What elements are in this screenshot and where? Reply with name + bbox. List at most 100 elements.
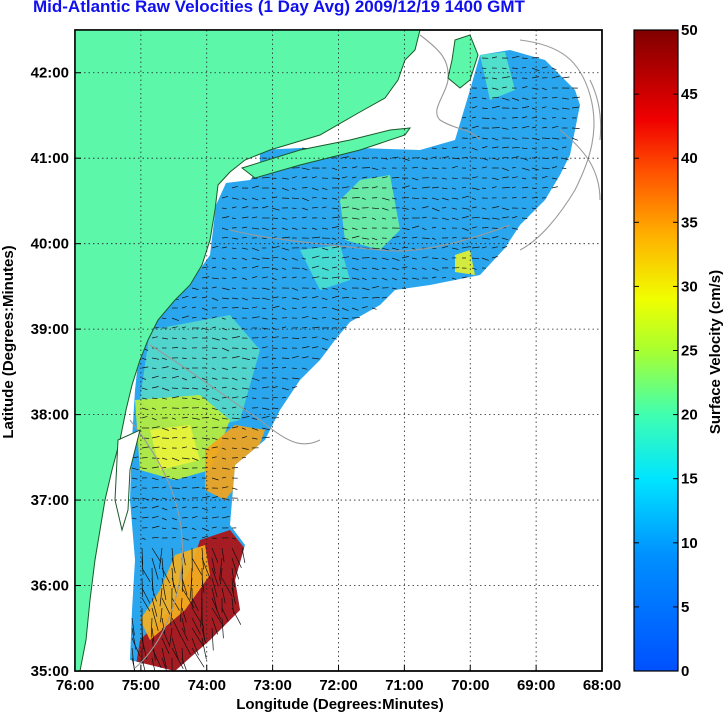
velocity-vector <box>411 267 417 270</box>
velocity-vector <box>431 226 437 229</box>
velocity-vector <box>441 156 449 159</box>
velocity-vector <box>181 627 189 641</box>
velocity-vector <box>471 136 480 139</box>
velocity-vector <box>361 197 366 200</box>
velocity-vector <box>241 307 249 310</box>
velocity-vector <box>151 426 160 429</box>
velocity-vector <box>341 287 347 290</box>
velocity-vector <box>311 276 320 279</box>
velocity-vector <box>211 397 220 401</box>
velocity-vector <box>351 307 359 311</box>
velocity-vector <box>481 217 490 220</box>
velocity-vector <box>391 277 398 281</box>
velocity-vector <box>151 417 157 421</box>
velocity-vector <box>151 547 162 563</box>
velocity-vector <box>171 367 179 371</box>
velocity-vector <box>211 506 216 509</box>
velocity-vector <box>251 306 258 309</box>
velocity-vector <box>251 427 259 431</box>
velocity-vector <box>141 446 150 449</box>
velocity-vector <box>261 436 270 439</box>
velocity-vector <box>261 266 270 269</box>
y-tick-label: 41:00 <box>31 150 69 167</box>
velocity-vector <box>171 396 179 399</box>
velocity-vector <box>351 166 358 169</box>
velocity-vector <box>531 67 540 72</box>
velocity-vector <box>281 326 287 329</box>
velocity-vector <box>251 387 257 390</box>
velocity-vector <box>331 276 340 279</box>
velocity-vector <box>221 236 229 239</box>
velocity-vector <box>271 245 280 249</box>
velocity-vector <box>211 577 218 598</box>
velocity-vector <box>371 167 379 171</box>
velocity-vector <box>331 317 339 321</box>
velocity-vector <box>551 186 558 189</box>
velocity-vector <box>231 487 238 490</box>
velocity-vector <box>311 357 320 360</box>
velocity-vector <box>421 267 427 270</box>
velocity-vector <box>181 476 188 479</box>
velocity-vector <box>131 497 140 500</box>
velocity-vector <box>381 296 388 299</box>
velocity-vector <box>461 227 469 231</box>
velocity-vector <box>221 306 228 309</box>
velocity-vector <box>231 377 238 381</box>
velocity-vector <box>401 287 407 290</box>
velocity-vector <box>381 207 389 211</box>
velocity-vector <box>251 377 260 382</box>
velocity-vector <box>301 336 307 339</box>
velocity-vector <box>151 367 157 370</box>
velocity-vector <box>481 117 490 119</box>
velocity-vector <box>351 235 360 239</box>
velocity-vector <box>231 547 242 568</box>
velocity-vector <box>521 66 527 69</box>
velocity-vector <box>251 367 258 370</box>
velocity-vector <box>261 327 269 330</box>
velocity-vector <box>291 367 297 370</box>
velocity-vector <box>301 207 308 211</box>
velocity-vector <box>481 107 488 109</box>
velocity-vector <box>211 456 217 459</box>
velocity-vector <box>481 67 487 70</box>
velocity-vector <box>201 327 210 331</box>
velocity-region-moderate <box>300 245 350 290</box>
velocity-vector <box>231 437 237 440</box>
velocity-vector <box>351 257 359 260</box>
velocity-vector <box>351 267 359 271</box>
velocity-vector <box>491 146 499 149</box>
velocity-vector <box>189 577 193 600</box>
velocity-vector <box>291 386 298 389</box>
velocity-vector <box>561 97 569 100</box>
velocity-vector <box>231 197 239 200</box>
velocity-vector <box>301 227 307 229</box>
velocity-vector <box>491 256 498 259</box>
velocity-vector <box>451 187 457 190</box>
velocity-vector <box>461 186 467 189</box>
velocity-vector <box>271 217 279 219</box>
velocity-vector <box>171 347 179 349</box>
velocity-vector <box>321 306 328 309</box>
velocity-vector <box>181 537 189 541</box>
velocity-vector <box>161 447 167 450</box>
velocity-vector <box>441 257 448 261</box>
velocity-vector <box>311 346 319 349</box>
velocity-vector <box>501 167 510 172</box>
velocity-vector <box>331 337 337 340</box>
velocity-vector <box>531 116 538 119</box>
velocity-vector <box>251 276 258 279</box>
velocity-vector <box>261 427 270 431</box>
velocity-vector <box>221 447 227 450</box>
velocity-vector <box>191 487 200 489</box>
velocity-vector <box>491 96 500 99</box>
velocity-vector <box>361 287 370 291</box>
velocity-vector <box>561 167 567 169</box>
velocity-vector <box>161 517 167 521</box>
velocity-vector <box>141 407 149 411</box>
velocity-vector <box>521 86 528 89</box>
velocity-vector <box>191 607 205 628</box>
velocity-vector <box>511 127 518 129</box>
velocity-vector <box>271 357 277 359</box>
velocity-region-high <box>205 425 265 500</box>
velocity-vector <box>161 657 168 671</box>
